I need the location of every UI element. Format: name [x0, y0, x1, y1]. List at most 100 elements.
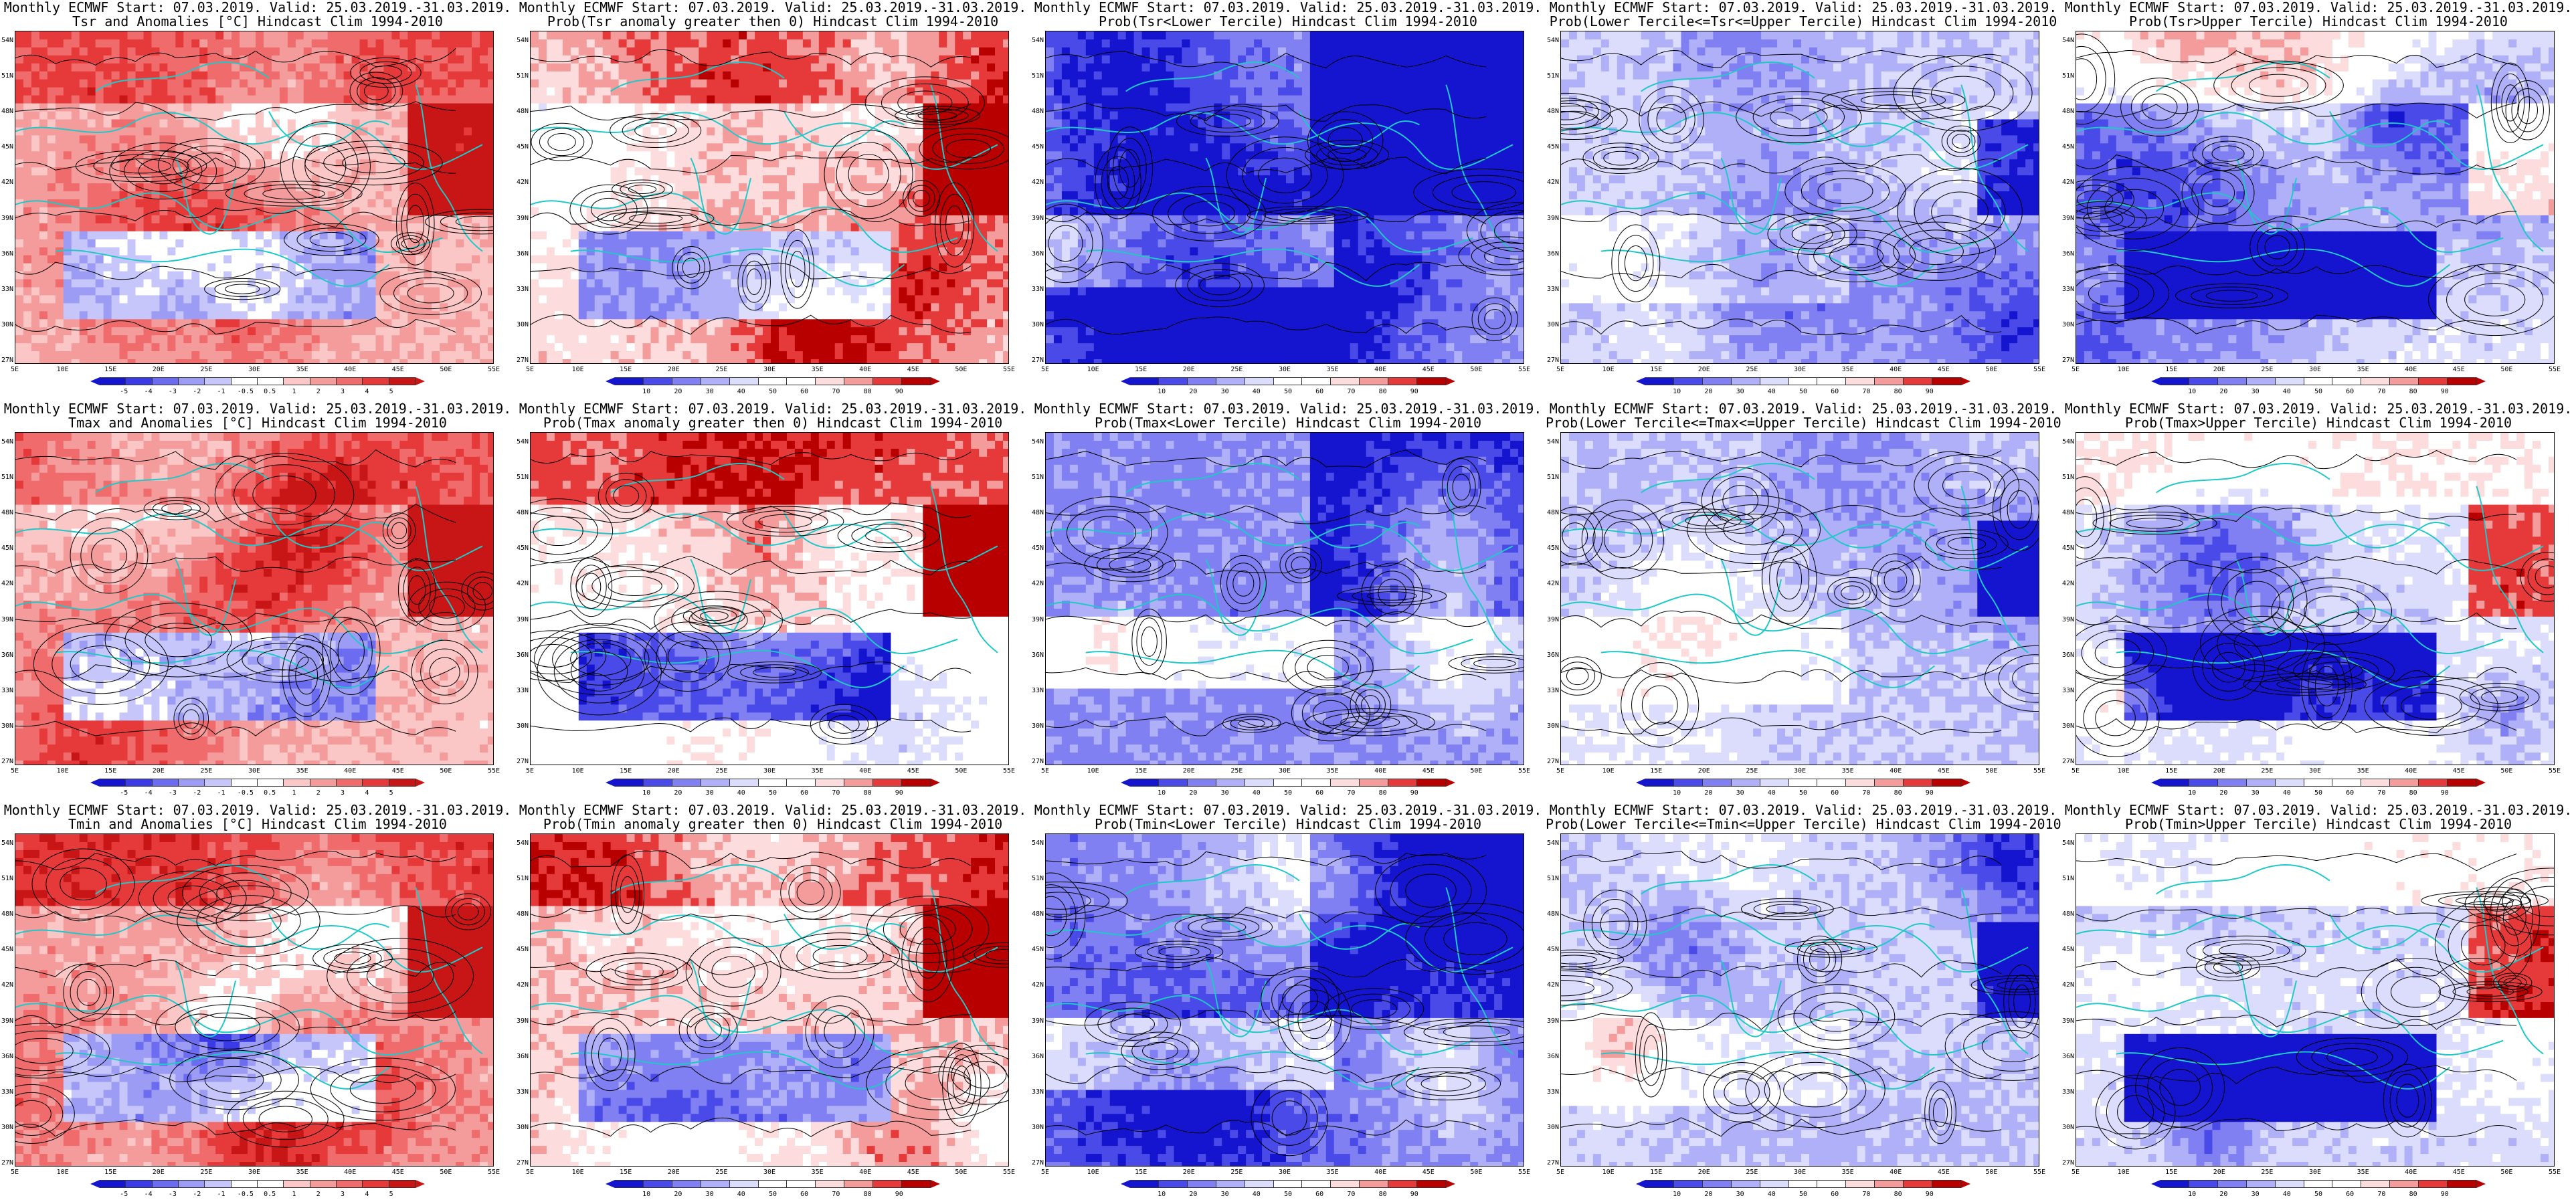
lon-tick-label: 10E [57, 1169, 69, 1176]
colorbar-swatch [1846, 779, 1875, 787]
contour-layer [15, 47, 493, 334]
lon-tick-label: 30E [248, 367, 260, 373]
lon-tick-label: 30E [2309, 1169, 2321, 1176]
colorbar-swatch [1417, 779, 1446, 787]
lon-tick-label: 40E [2405, 367, 2417, 373]
colorbar-tick-label: 70 [1862, 388, 1870, 395]
lon-tick-label: 55E [2033, 367, 2045, 373]
lat-tick-label: 30N [1032, 1124, 1044, 1131]
colorbar-swatch [1731, 377, 1760, 385]
colorbar-tick-label: 3 [341, 388, 345, 395]
lat-tick-label: 39N [1032, 1017, 1044, 1025]
lat-tick-label: 27N [1032, 759, 1044, 765]
colorbar-tick-label: 70 [2377, 388, 2385, 395]
lon-tick-label: 25E [2261, 1169, 2273, 1176]
panel-title-line2: Tmax and Anomalies [°C] Hindcast Clim 19… [0, 415, 515, 430]
colorbar-swatch [1360, 779, 1389, 787]
colorbar-tick-label: -4 [145, 388, 153, 395]
lon-tick-label: 25E [1746, 367, 1758, 373]
colorbar-tick-label: -4 [145, 789, 153, 797]
colorbar-swatch [1417, 1180, 1446, 1188]
lon-tick-label: 45E [392, 367, 404, 373]
colorbar-tick-label: 40 [737, 1191, 745, 1198]
lon-tick-label: 55E [1003, 1169, 1015, 1176]
colorbar-swatch [1187, 1180, 1216, 1188]
colorbar-tick-label: 50 [1284, 388, 1292, 395]
lat-tick-label: 36N [1547, 1053, 1559, 1060]
colorbar-swatch [2448, 377, 2476, 385]
colorbar-swatch [844, 377, 874, 385]
colorbar [90, 779, 425, 787]
colorbar-tick-label: 40 [1768, 388, 1776, 395]
colorbar-arrow-left [1636, 1180, 1645, 1188]
map-area [15, 432, 494, 765]
lon-tick-label: 50E [440, 367, 452, 373]
colorbar-arrow-right [930, 779, 940, 787]
colorbar-tick-label: 30 [1736, 1191, 1744, 1198]
lon-tick-label: 50E [1985, 367, 1997, 373]
colorbar-tick-label: 80 [1379, 1191, 1387, 1198]
lon-tick-label: 30E [1794, 367, 1806, 373]
lon-tick-label: 30E [1794, 768, 1806, 775]
colorbar-tick-label: 0.5 [264, 1191, 276, 1198]
lat-tick-label: 51N [1, 876, 13, 882]
colorbar-swatch [2390, 377, 2419, 385]
colorbar-swatch [152, 779, 179, 787]
map-canvas [2076, 834, 2554, 1166]
lon-tick-label: 15E [1135, 367, 1147, 373]
colorbar-arrow-left [90, 377, 100, 385]
colorbar-tick-label: 70 [1347, 1191, 1355, 1198]
colorbar-swatch [787, 1180, 816, 1188]
panel-title-line1: Monthly ECMWF Start: 07.03.2019. Valid: … [1546, 401, 2061, 416]
lon-tick-label: 55E [1003, 367, 1015, 373]
lat-tick-label: 42N [1032, 179, 1044, 186]
lon-tick-label: 55E [1518, 768, 1530, 775]
lat-tick-label: 33N [1, 286, 13, 293]
colorbar-tick-label: 70 [832, 789, 840, 797]
lat-tick-label: 30N [2062, 321, 2074, 328]
lon-tick-label: 15E [620, 768, 632, 775]
lon-tick-label: 50E [2500, 367, 2512, 373]
colorbar-tick-label: 20 [1704, 388, 1712, 395]
colorbar-tick-label: 80 [1894, 1191, 1902, 1198]
lon-tick-label: 35E [1327, 768, 1339, 775]
lon-tick-label: 45E [392, 1169, 404, 1176]
lon-tick-label: 30E [763, 367, 775, 373]
colorbar-arrow-right [2476, 779, 2486, 787]
map-canvas [531, 433, 1008, 765]
colorbar-tick-label: -2 [193, 789, 201, 797]
colorbar-tick-label: 40 [1253, 388, 1261, 395]
colorbar-tick-label: 20 [674, 388, 682, 395]
lon-tick-label: 20E [1183, 1169, 1195, 1176]
lat-tick-label: 51N [517, 474, 529, 481]
colorbar-labels: -5 -4 -3 -2 -1 -0.5 0.5 1 2 3 4 5 [100, 789, 416, 797]
colorbar-swatch [1875, 377, 1904, 385]
colorbar-tick-label: 50 [2314, 789, 2322, 797]
colorbar-swatch [1302, 377, 1331, 385]
colorbar-swatch [2304, 377, 2333, 385]
coastline-layer [15, 462, 483, 688]
lat-tick-label: 36N [1, 1053, 13, 1060]
lon-tick-label: 10E [572, 1169, 584, 1176]
colorbar-tick-label: 0.5 [264, 789, 276, 797]
colorbar-swatch [1130, 779, 1159, 787]
colorbar-swatch [672, 1180, 701, 1188]
colorbar-swatch [257, 779, 284, 787]
lat-tick-label: 39N [2062, 1017, 2074, 1025]
lat-tick-label: 45N [517, 946, 529, 953]
lat-tick-label: 51N [1547, 73, 1559, 80]
lon-tick-label: 25E [200, 768, 212, 775]
colorbar-swatch [1673, 1180, 1703, 1188]
colorbar-tick-label: 80 [2409, 388, 2417, 395]
lon-tick-label: 25E [715, 1169, 727, 1176]
lat-tick-label: 51N [1032, 73, 1044, 80]
lon-tick-label: 25E [1746, 1169, 1758, 1176]
colorbar [90, 377, 425, 385]
colorbar-swatch [2160, 1180, 2189, 1188]
lat-tick-label: 45N [1032, 545, 1044, 552]
map-panel: Monthly ECMWF Start: 07.03.2019. Valid: … [0, 401, 515, 803]
map-area [530, 31, 1009, 364]
panel-title-line1: Monthly ECMWF Start: 07.03.2019. Valid: … [2061, 401, 2576, 416]
colorbar-tick-label: 90 [1926, 1191, 1934, 1198]
lon-tick-label: 50E [440, 1169, 452, 1176]
